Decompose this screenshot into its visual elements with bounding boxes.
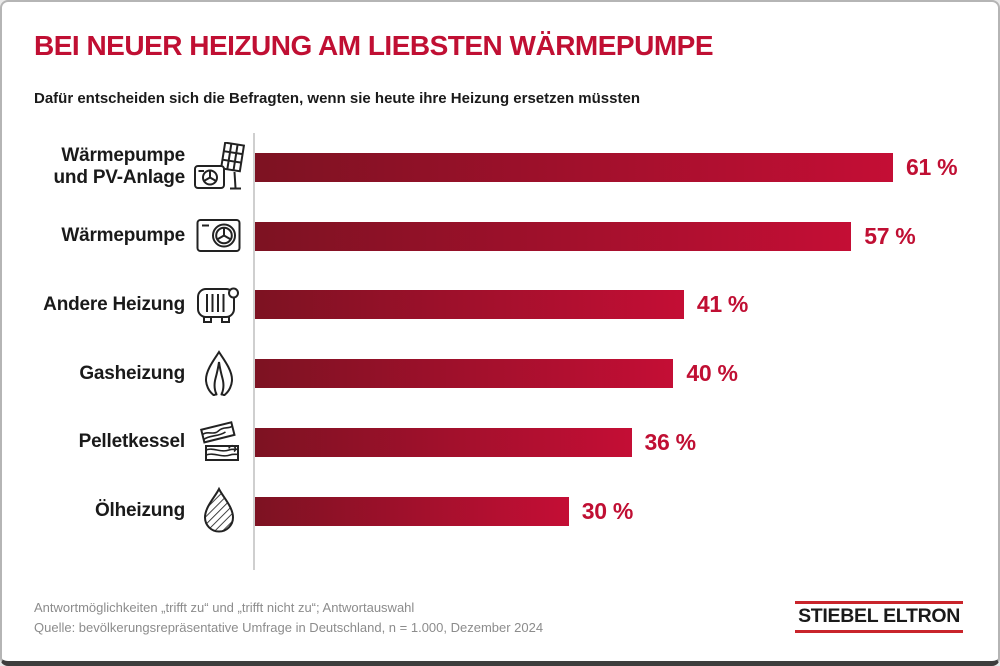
stiebel-eltron-logo: STIEBEL ELTRON (795, 601, 963, 633)
category-label: Pelletkessel (78, 431, 186, 453)
chart-row-gasheizung: Gasheizung 40 % (27, 339, 982, 408)
category-label: Wärmepumpe (61, 224, 185, 246)
bar-waermepumpe (255, 221, 852, 251)
logo-bottom-rule (795, 630, 963, 633)
footnote-line2: Quelle: bevölkerungsrepräsentative Umfra… (34, 619, 544, 635)
baseline-axis (253, 133, 255, 570)
oil-drop-icon (185, 486, 253, 536)
footnote-line1: Antwortmöglichkeiten „trifft zu“ und „tr… (34, 600, 415, 615)
gas-flame-icon (185, 349, 253, 399)
chart-row-waermepumpe: Wärmepumpe (27, 202, 982, 271)
category-label: Ölheizung (94, 500, 185, 522)
wood-pellets-icon (185, 419, 253, 467)
heat-pump-icon (185, 214, 253, 258)
bar-chart: Wärmepumpe und PV-Anlage (27, 133, 982, 570)
bar-pelletkessel (255, 428, 632, 458)
bar-gasheizung (255, 359, 674, 389)
footnotes: Antwortmöglichkeiten „trifft zu“ und „tr… (34, 598, 543, 637)
page-title: BEI NEUER HEIZUNG AM LIEBSTEN WÄRMEPUMPE (34, 30, 714, 61)
bar-waermepumpe-pv (255, 152, 894, 182)
bar-value: 40 % (686, 360, 738, 387)
bar-oelheizung (255, 496, 569, 526)
bar-value: 30 % (581, 497, 634, 524)
heat-pump-pv-icon (185, 142, 253, 192)
bar-value: 61 % (906, 153, 958, 180)
logo-top-rule (795, 601, 963, 604)
bar-andere-heizung (255, 290, 684, 320)
bar-value: 36 % (644, 429, 697, 456)
chart-row-oelheizung: Ölheizung 30 % (27, 477, 982, 546)
page-subtitle: Dafür entscheiden sich die Befragten, we… (34, 90, 640, 107)
category-label: Andere Heizung (43, 293, 185, 315)
bar-value: 57 % (864, 222, 916, 249)
category-label: Gasheizung (79, 362, 185, 384)
category-label: Wärmepumpe und PV-Anlage (53, 144, 186, 189)
bar-value: 41 % (696, 291, 749, 318)
logo-text: STIEBEL ELTRON (798, 605, 960, 627)
chart-rows: Wärmepumpe und PV-Anlage (27, 133, 982, 546)
chart-row-pelletkessel: Pelletkessel (27, 408, 982, 477)
chart-row-andere-heizung: Andere Heizung (27, 271, 982, 340)
radiator-icon (185, 283, 253, 327)
chart-row-waermepumpe-pv: Wärmepumpe und PV-Anlage (27, 133, 982, 202)
